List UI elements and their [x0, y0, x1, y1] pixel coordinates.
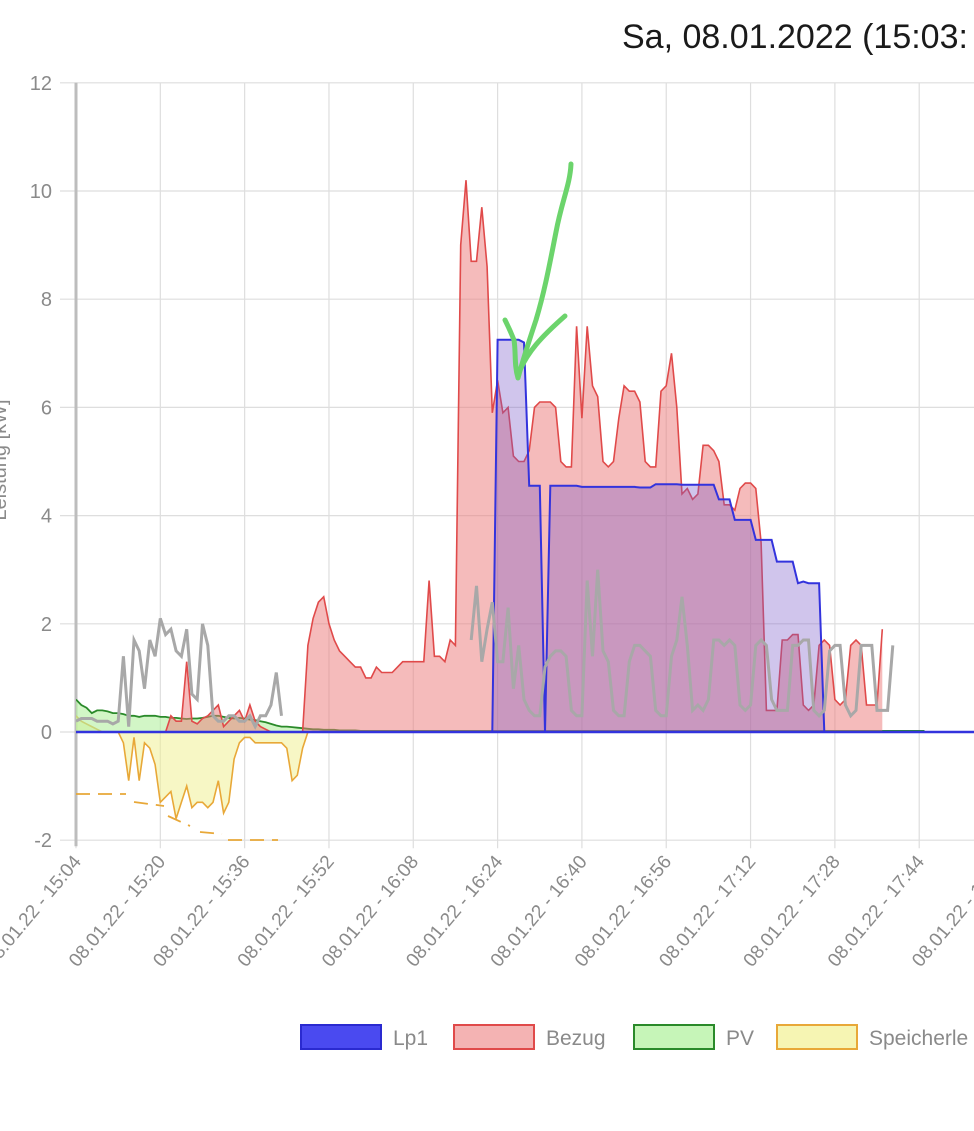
y-tick-label: 4	[41, 506, 52, 528]
annotation-arrow-head	[517, 313, 568, 373]
y-tick-label: 8	[41, 289, 52, 311]
legend-item-lp1[interactable]: Lp1	[300, 1024, 428, 1050]
legend-label: PV	[726, 1027, 754, 1050]
bezug-area	[76, 180, 883, 732]
y-tick-label: 10	[30, 181, 52, 203]
pv-area	[76, 699, 925, 732]
legend-label: Speicherle	[869, 1027, 968, 1050]
y-tick-label: 12	[30, 73, 52, 95]
lp1-area	[76, 339, 974, 732]
page-title: Sa, 08.01.2022 (15:03:	[622, 18, 968, 56]
legend-swatch	[300, 1024, 382, 1050]
haus-line-1	[76, 617, 283, 731]
speicher-area	[76, 715, 957, 819]
legend[interactable]: Lp1 Bezug PV Speicherle	[300, 1024, 968, 1050]
legend-swatch	[453, 1024, 535, 1050]
legend-swatch	[776, 1024, 858, 1050]
annotation-arrow	[502, 161, 574, 381]
legend-item-bezug[interactable]: Bezug	[453, 1024, 606, 1050]
legend-label: Bezug	[546, 1027, 606, 1050]
legend-swatch	[633, 1024, 715, 1050]
legend-item-speicherle[interactable]: Speicherle	[776, 1024, 968, 1050]
y-axis-label: Leistung [kW]	[0, 399, 11, 520]
y-tick-label: -2	[34, 830, 52, 852]
y-tick-label: 2	[41, 614, 52, 636]
annotation-arrow-stroke	[502, 161, 574, 381]
legend-label: Lp1	[393, 1027, 428, 1050]
y-axis: -2 0 2 4 6 8 10 12 Leistung [kW]	[0, 73, 78, 852]
y-tick-label: 0	[41, 722, 52, 744]
speicher-dashed-line	[76, 793, 278, 841]
haus-line-2	[469, 569, 895, 719]
series-layer	[76, 180, 974, 841]
y-tick-label: 6	[41, 397, 52, 419]
legend-item-pv[interactable]: PV	[633, 1024, 754, 1050]
bezug-line	[76, 180, 884, 733]
